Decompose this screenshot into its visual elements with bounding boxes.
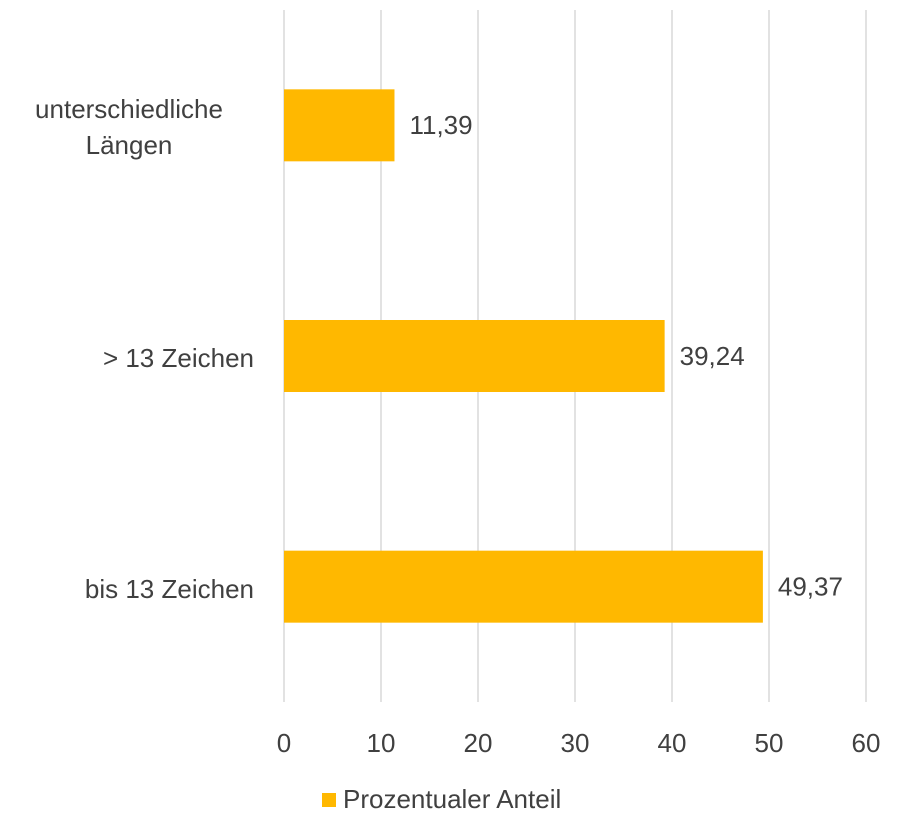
legend-label: Prozentualer Anteil (343, 784, 561, 813)
x-tick-label: 10 (367, 728, 396, 758)
data-label: 39,24 (680, 341, 745, 371)
x-tick-label: 30 (561, 728, 590, 758)
data-label: 49,37 (778, 572, 843, 602)
bar (284, 89, 395, 162)
bar (284, 320, 665, 392)
y-tick-label: bis 13 Zeichen (84, 573, 254, 604)
x-tick-label: 40 (658, 728, 687, 758)
x-tick-label: 0 (277, 728, 291, 758)
data-label: 11,39 (409, 110, 472, 140)
x-tick-label: 20 (464, 728, 493, 758)
y-tick-label-box: unterschiedliche Längen (4, 91, 254, 163)
x-tick-label: 60 (852, 728, 881, 758)
x-tick-label: 50 (755, 728, 784, 758)
y-tick-label: > 13 Zeichen (102, 343, 254, 373)
y-tick-label: unterschiedliche Längen (35, 94, 223, 161)
legend-swatch (322, 793, 336, 807)
y-tick-label-box: bis 13 Zeichen (4, 571, 254, 607)
y-tick-label-box: > 13 Zeichen (4, 340, 254, 376)
bar (284, 550, 763, 623)
